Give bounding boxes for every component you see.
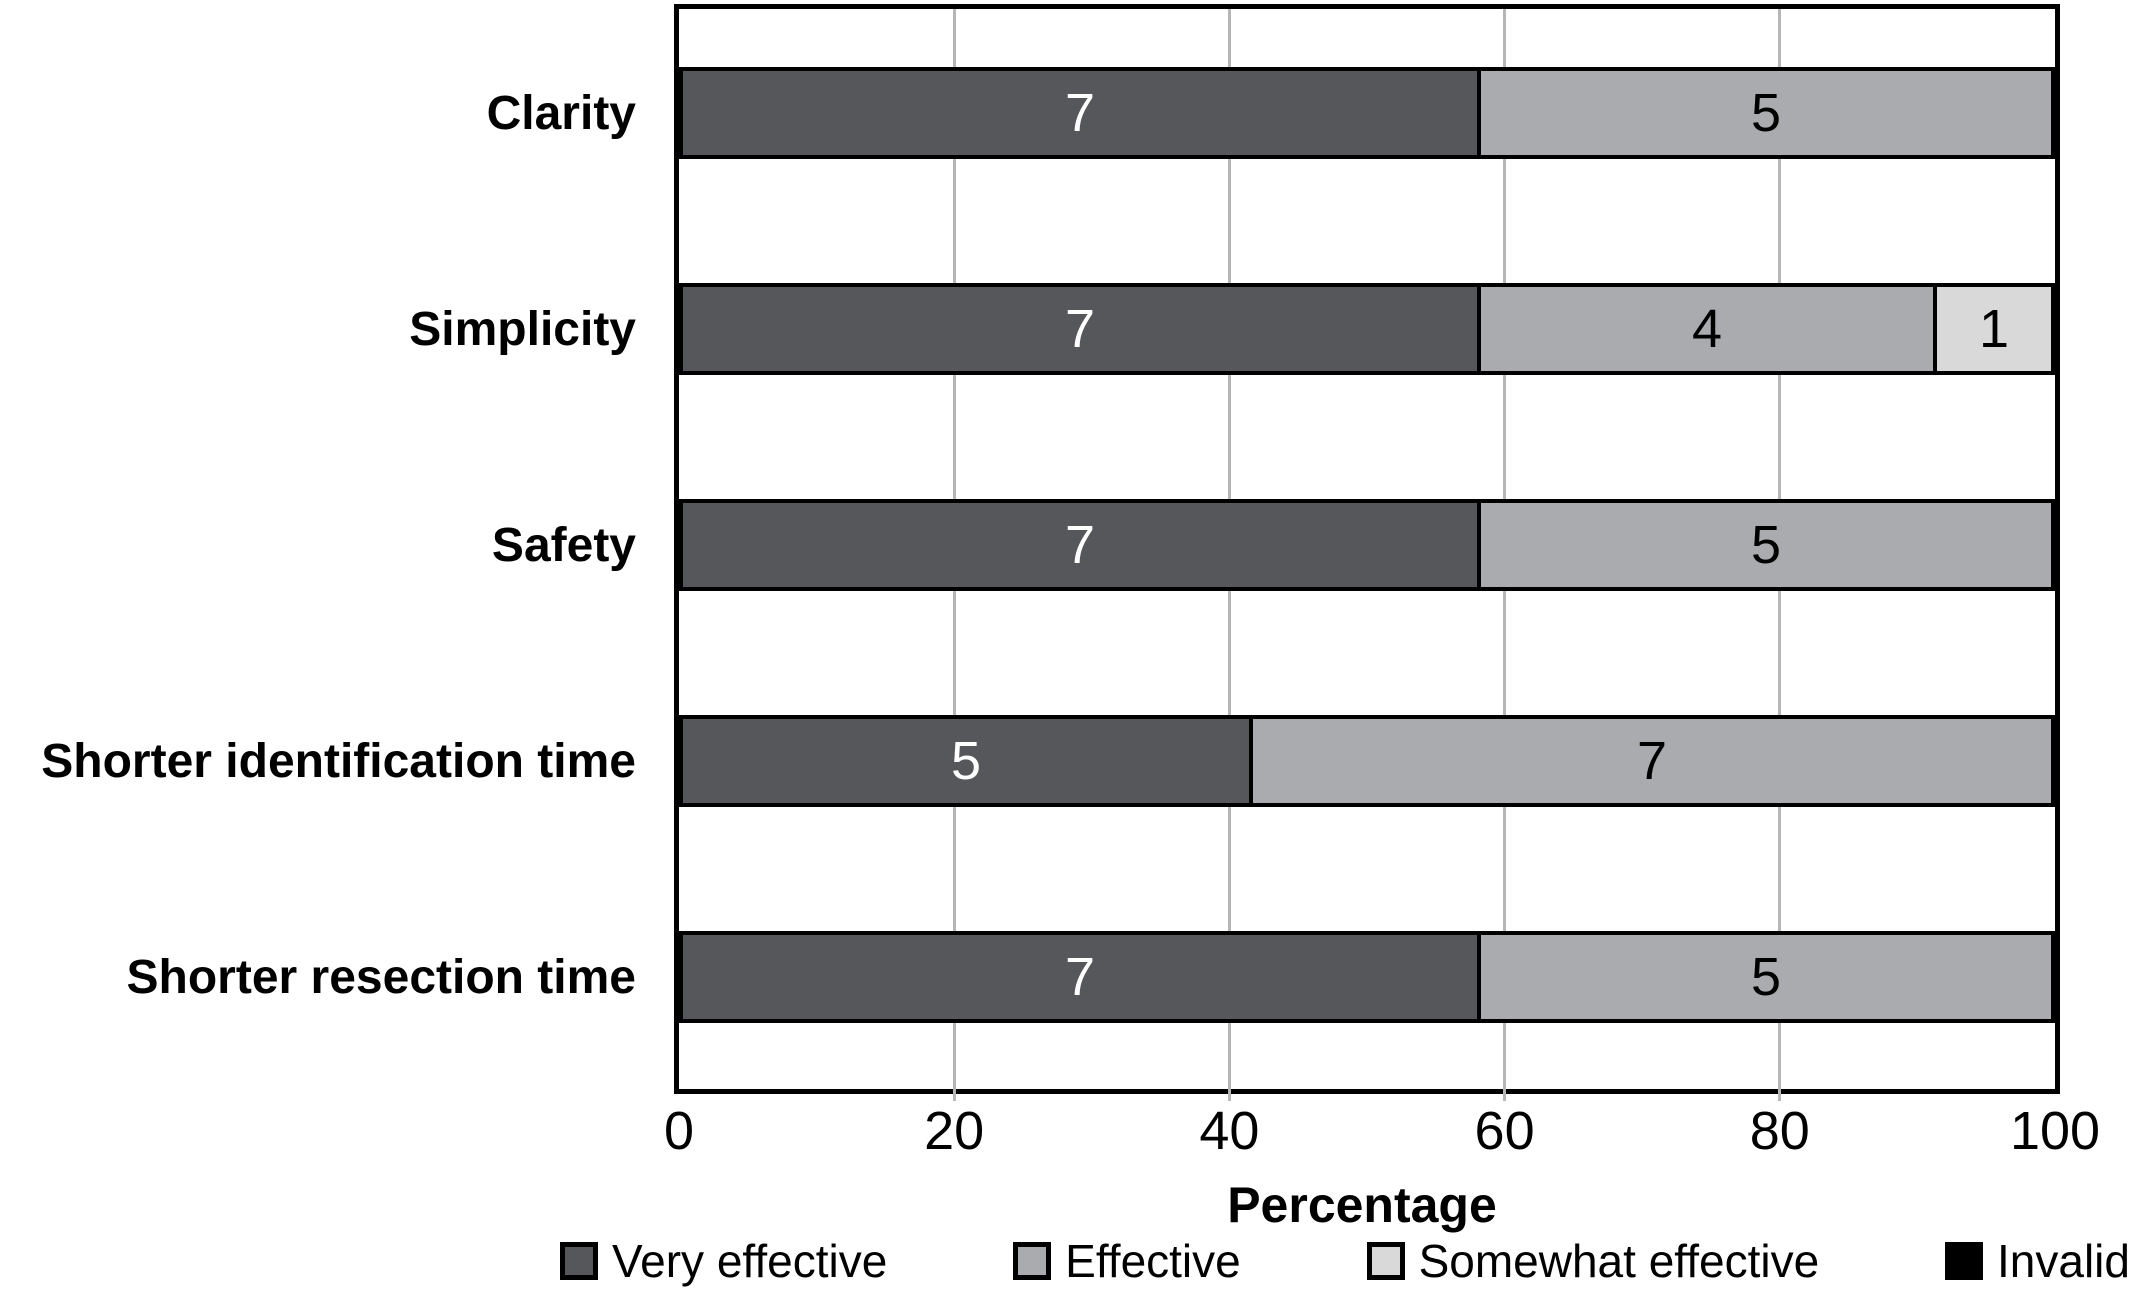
segment-value-label: 5 bbox=[1750, 515, 1782, 575]
segment-somewhat-effective: 1 bbox=[1937, 287, 2051, 371]
segment-value-label: 7 bbox=[1064, 83, 1096, 143]
x-axis-title: Percentage bbox=[1227, 1177, 1497, 1233]
legend-item-somewhat-effective: Somewhat effective bbox=[1366, 1235, 1820, 1287]
legend-swatch-icon bbox=[1366, 1242, 1405, 1280]
axis-tick-mark-20 bbox=[952, 1089, 956, 1101]
x-tick-label-60: 60 bbox=[1474, 1101, 1535, 1161]
segment-value-label: 7 bbox=[1064, 299, 1096, 359]
axis-tick-mark-40 bbox=[1227, 1089, 1231, 1101]
segment-value-label: 7 bbox=[1064, 515, 1096, 575]
x-tick-label-20: 20 bbox=[924, 1101, 985, 1161]
segment-value-label: 4 bbox=[1691, 299, 1723, 359]
segment-effective: 5 bbox=[1481, 503, 2051, 587]
legend-swatch-icon bbox=[1013, 1242, 1052, 1280]
category-label-0: Clarity bbox=[486, 86, 636, 140]
segment-effective: 7 bbox=[1253, 719, 2051, 803]
legend-label: Somewhat effective bbox=[1418, 1235, 1820, 1287]
axis-tick-mark-60 bbox=[1503, 1089, 1507, 1101]
segment-value-label: 1 bbox=[1978, 299, 2010, 359]
legend-item-very-effective: Very effective bbox=[560, 1238, 887, 1284]
segment-very-effective: 7 bbox=[683, 503, 1481, 587]
axis-tick-mark-80 bbox=[1778, 1089, 1782, 1101]
segment-effective: 5 bbox=[1481, 71, 2051, 155]
category-label-3: Shorter identification time bbox=[41, 734, 636, 788]
x-tick-label-40: 40 bbox=[1199, 1101, 1260, 1161]
segment-effective: 4 bbox=[1481, 287, 1937, 371]
x-tick-label-80: 80 bbox=[1749, 1101, 1810, 1161]
segment-very-effective: 7 bbox=[683, 287, 1481, 371]
segment-value-label: 7 bbox=[1064, 947, 1096, 1007]
category-label-2: Safety bbox=[491, 518, 636, 572]
legend-label: Effective bbox=[1065, 1235, 1241, 1287]
category-label-4: Shorter resection time bbox=[126, 950, 636, 1004]
segment-value-label: 5 bbox=[1750, 947, 1782, 1007]
category-label-1: Simplicity bbox=[409, 302, 636, 356]
segment-very-effective: 5 bbox=[683, 719, 1253, 803]
legend-item-effective: Effective bbox=[1013, 1238, 1241, 1284]
segment-value-label: 5 bbox=[950, 731, 982, 791]
x-tick-label-100: 100 bbox=[2009, 1101, 2101, 1161]
legend-label: Very effective bbox=[612, 1235, 888, 1287]
legend-item-invalid: Invalid bbox=[1945, 1238, 2130, 1284]
segment-value-label: 7 bbox=[1636, 731, 1668, 791]
legend: Very effective Effective Somewhat effectiv… bbox=[560, 1238, 2130, 1284]
legend-swatch-icon bbox=[560, 1242, 598, 1280]
segment-effective: 5 bbox=[1481, 935, 2051, 1019]
x-tick-label-0: 0 bbox=[663, 1101, 695, 1161]
legend-label: Invalid bbox=[1997, 1235, 2130, 1287]
segment-very-effective: 7 bbox=[683, 71, 1481, 155]
segment-very-effective: 7 bbox=[683, 935, 1481, 1019]
bar-row-1: 7 4 1 bbox=[679, 283, 2055, 375]
segment-value-label: 5 bbox=[1750, 83, 1782, 143]
legend-swatch-icon bbox=[1945, 1242, 1984, 1280]
